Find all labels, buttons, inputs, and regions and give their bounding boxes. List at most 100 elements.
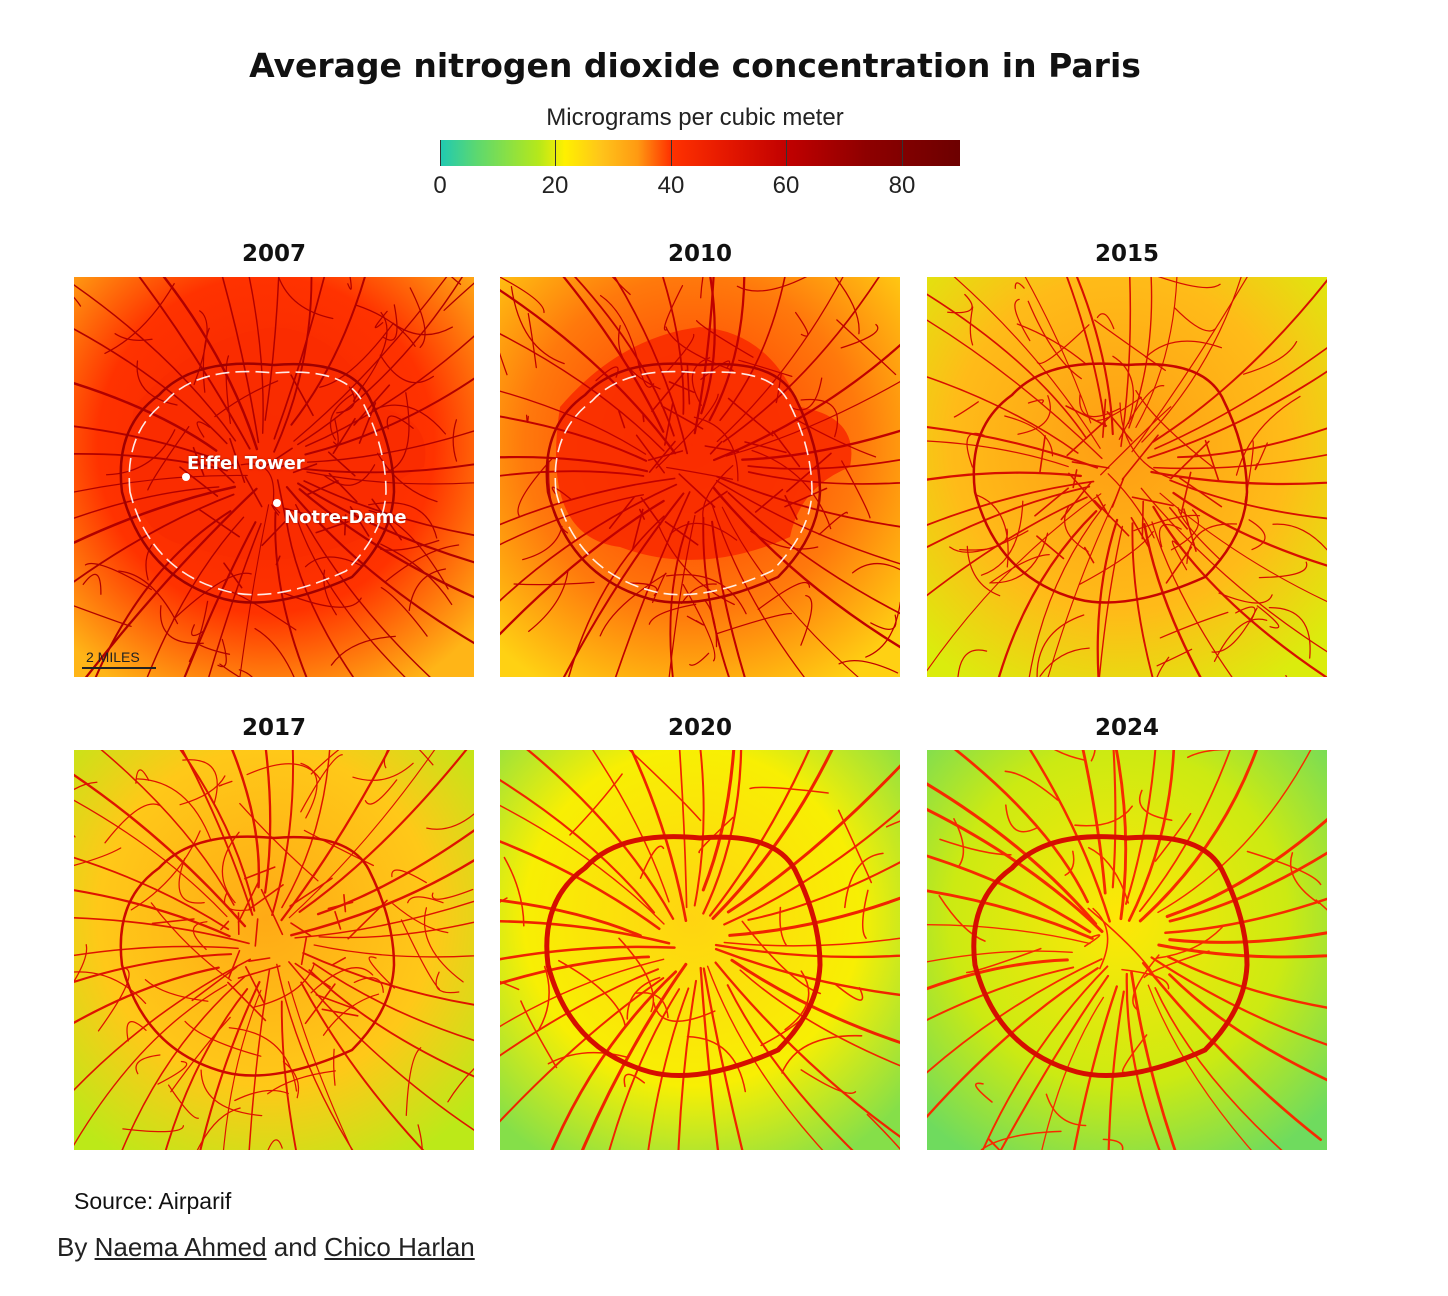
radial-road xyxy=(722,277,880,443)
panel-title-2024: 2024 xyxy=(1094,715,1159,741)
radial-road xyxy=(500,920,671,945)
radial-road xyxy=(927,966,1075,1022)
road-network xyxy=(927,277,1327,677)
street xyxy=(599,573,667,637)
radial-road xyxy=(702,516,730,677)
radial-road xyxy=(1154,346,1327,450)
street xyxy=(323,569,337,616)
street xyxy=(136,360,178,406)
inner-street xyxy=(678,473,716,508)
street xyxy=(551,486,572,500)
street xyxy=(1094,319,1166,372)
street xyxy=(1272,523,1327,551)
radial-road xyxy=(1065,277,1107,428)
street xyxy=(319,322,394,388)
road-network xyxy=(74,750,474,1150)
street xyxy=(368,509,449,590)
radial-road xyxy=(285,516,355,677)
radial-road xyxy=(222,989,262,1150)
radial-road xyxy=(714,943,900,959)
street xyxy=(841,460,871,519)
street xyxy=(527,312,537,369)
author-link-naema-ahmed[interactable]: Naema Ahmed xyxy=(94,1232,267,1262)
radial-road xyxy=(500,958,665,1028)
radial-road xyxy=(953,277,1101,449)
street xyxy=(426,813,474,830)
radial-road xyxy=(500,415,648,462)
radial-road xyxy=(1098,525,1124,677)
inner-street xyxy=(294,962,332,988)
street xyxy=(196,421,211,438)
radial-road xyxy=(500,477,676,526)
legend-tick xyxy=(555,140,556,166)
street xyxy=(1054,750,1085,761)
radial-road xyxy=(1075,277,1114,436)
street xyxy=(953,818,965,868)
byline-conjunction: and xyxy=(273,1232,318,1262)
street xyxy=(157,1060,188,1085)
radial-road xyxy=(1168,973,1327,1082)
street xyxy=(1039,647,1090,677)
white-ring-highlight xyxy=(554,370,813,596)
inner-street xyxy=(618,410,626,429)
radial-road xyxy=(1165,817,1327,919)
street xyxy=(781,1035,863,1074)
street xyxy=(407,896,444,904)
radial-road xyxy=(567,515,665,677)
radial-road xyxy=(1147,370,1327,459)
street xyxy=(691,357,711,406)
inner-street xyxy=(661,405,704,430)
street xyxy=(383,750,389,769)
inner-street xyxy=(664,521,699,546)
street xyxy=(1088,846,1130,904)
radial-road xyxy=(526,750,675,920)
street xyxy=(836,319,897,376)
radial-road xyxy=(500,333,665,452)
street xyxy=(104,283,175,355)
street xyxy=(368,502,438,539)
radial-road xyxy=(295,515,406,677)
street xyxy=(443,282,474,311)
street xyxy=(135,769,150,784)
radial-road xyxy=(230,750,261,889)
radial-road xyxy=(1130,971,1177,1150)
street xyxy=(837,809,873,884)
street xyxy=(239,802,319,882)
street xyxy=(391,869,427,884)
inner-street xyxy=(272,462,292,470)
radial-road xyxy=(1159,492,1327,603)
radial-road xyxy=(74,474,248,493)
radial-road xyxy=(138,277,251,450)
street xyxy=(1036,324,1090,365)
inner-street xyxy=(237,965,281,979)
radial-road xyxy=(716,475,900,528)
street xyxy=(655,393,719,469)
street xyxy=(681,583,717,604)
street xyxy=(618,324,661,390)
inner-street xyxy=(261,514,293,547)
street xyxy=(1107,473,1155,539)
radial-road xyxy=(1152,278,1327,443)
radial-road xyxy=(1168,931,1327,944)
street xyxy=(947,293,973,314)
street xyxy=(1145,340,1223,358)
street xyxy=(1170,509,1199,551)
radial-road xyxy=(280,750,390,922)
street xyxy=(147,425,190,491)
street xyxy=(200,1069,263,1117)
radial-road xyxy=(74,984,228,1147)
inner-street xyxy=(283,507,311,516)
radial-road xyxy=(953,750,1089,904)
inner-street xyxy=(237,880,260,923)
street xyxy=(1064,505,1089,553)
radial-road xyxy=(181,750,254,916)
inner-street xyxy=(179,466,219,497)
author-link-chico-harlan[interactable]: Chico Harlan xyxy=(324,1232,475,1262)
street xyxy=(246,763,321,780)
street xyxy=(651,572,667,604)
radial-road xyxy=(74,889,231,938)
street xyxy=(1092,907,1109,970)
street xyxy=(686,1035,747,1093)
street xyxy=(303,829,375,867)
radial-road xyxy=(281,750,331,909)
